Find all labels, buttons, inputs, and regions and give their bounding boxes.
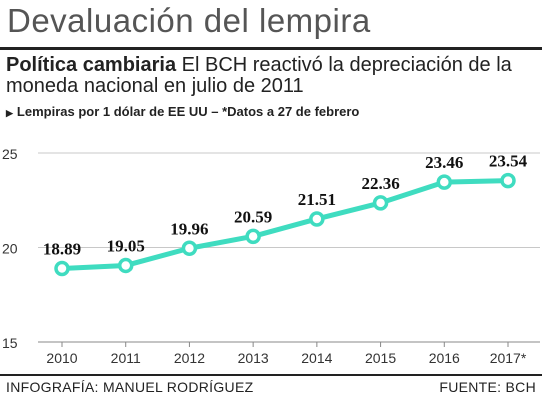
labels-layer: 18.89 19.05 19.96 20.59 21.51 22.36 23.46 23.54 — [43, 152, 528, 259]
data-point — [500, 172, 516, 189]
subtitle-bold: Política cambiaria — [6, 54, 177, 76]
x-tick-label: 2016 — [429, 350, 460, 366]
data-point — [372, 195, 389, 211]
y-tick-label: 25 — [2, 146, 18, 162]
data-point — [54, 260, 70, 277]
data-point — [181, 240, 198, 257]
y-tick-label: 20 — [2, 241, 18, 257]
units-note-text: Lempiras por 1 dólar de EE UU – *Datos a… — [16, 104, 360, 119]
grid-layer: 15 20 25 — [2, 146, 540, 351]
points-layer — [54, 172, 516, 277]
chart-title: Devaluación del lempira — [7, 2, 371, 39]
y-tick-label: 15 — [2, 335, 18, 351]
x-tick-label: 2014 — [301, 350, 332, 366]
credit-text: INFOGRAFÍA: MANUEL RODRÍGUEZ — [6, 379, 254, 395]
x-tick-label: 2015 — [365, 350, 396, 366]
data-point — [436, 174, 453, 190]
data-point — [117, 257, 134, 274]
data-label: 23.54 — [489, 152, 528, 171]
triangle-icon: ▶ — [6, 108, 13, 118]
data-point — [245, 228, 261, 245]
footer-divider — [0, 374, 542, 376]
subtitle-text: El BCH reactivó la depreciación de la mo… — [6, 54, 512, 97]
data-label: 21.51 — [298, 190, 336, 209]
data-label: 22.36 — [361, 174, 399, 193]
data-label: 18.89 — [43, 239, 81, 258]
data-point — [309, 211, 325, 227]
data-label: 20.59 — [234, 207, 272, 226]
line-layer — [59, 178, 511, 271]
x-tick-label: 2012 — [174, 350, 205, 366]
x-tick-label: 2011 — [111, 350, 141, 366]
line-chart: 15 20 25 18.89 19.05 19.96 20.59 21.51 22.36 23.… — [2, 146, 540, 366]
x-tick-label: 2010 — [46, 350, 77, 366]
data-label: 23.46 — [425, 153, 463, 172]
chart-subtitle: Política cambiaria El BCH reactivó la de… — [6, 55, 536, 97]
units-note: ▶ Lempiras por 1 dólar de EE UU – *Datos … — [6, 104, 359, 119]
series-line — [59, 178, 511, 271]
data-label: 19.96 — [170, 219, 208, 238]
x-tick-label: 2017* — [490, 350, 527, 366]
title-divider — [0, 47, 542, 50]
source-text: FUENTE: BCH — [439, 379, 536, 395]
x-tick-label: 2013 — [238, 350, 269, 366]
data-label: 19.05 — [107, 236, 145, 255]
x-axis: 2010 2011 2012 2013 2014 2015 2016 2017* — [38, 341, 540, 366]
